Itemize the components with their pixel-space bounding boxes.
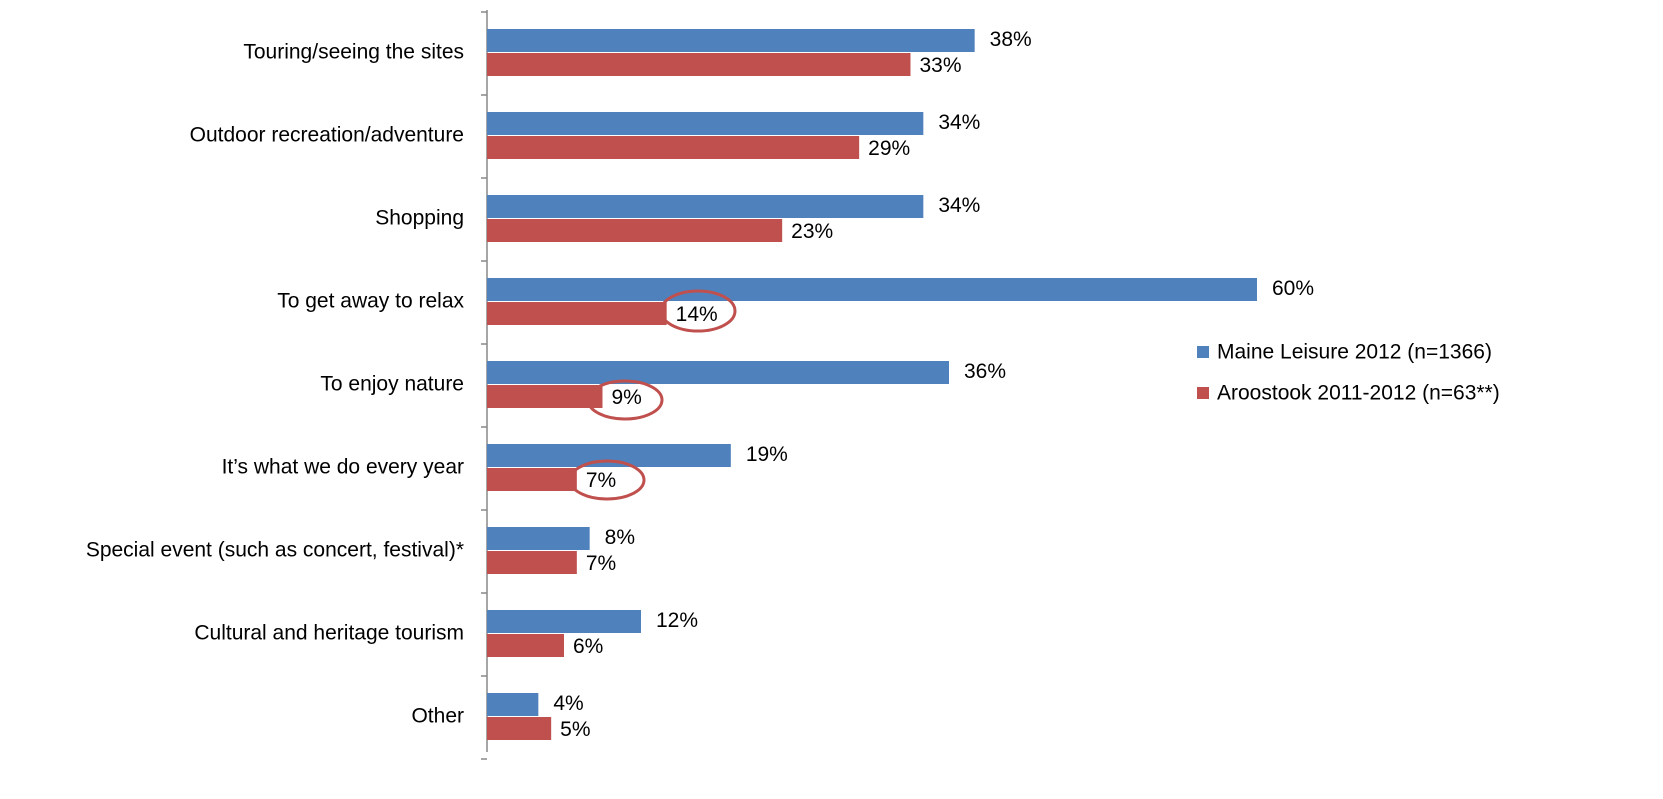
- bar: [487, 29, 975, 52]
- value-label: 8%: [605, 526, 635, 549]
- category-label: It’s what we do every year: [222, 456, 464, 479]
- bar: [487, 527, 590, 550]
- value-label: 34%: [938, 111, 980, 134]
- category-label: Shopping: [375, 207, 464, 230]
- value-label: 19%: [746, 443, 788, 466]
- category-label: To enjoy nature: [320, 373, 464, 396]
- bar: [487, 112, 924, 135]
- bar: [487, 468, 577, 491]
- value-label: 29%: [868, 137, 910, 160]
- category-label: Other: [411, 705, 464, 728]
- bar: [487, 551, 577, 574]
- value-label: 6%: [573, 635, 603, 658]
- bar: [487, 444, 731, 467]
- bar: [487, 278, 1257, 301]
- value-label: 33%: [920, 54, 962, 77]
- category-label: Outdoor recreation/adventure: [190, 124, 464, 147]
- legend-swatch: [1197, 387, 1209, 399]
- category-label: Cultural and heritage tourism: [194, 622, 464, 645]
- bar: [487, 693, 539, 716]
- value-label: 23%: [791, 220, 833, 243]
- bar: [487, 53, 911, 76]
- value-label: 7%: [586, 469, 616, 492]
- value-label: 4%: [553, 692, 583, 715]
- value-label: 14%: [676, 303, 718, 326]
- value-label: 9%: [612, 386, 642, 409]
- bar: [487, 634, 564, 657]
- bar: [487, 195, 924, 218]
- category-label: Touring/seeing the sites: [243, 41, 464, 64]
- bar: [487, 717, 552, 740]
- value-label: 34%: [938, 194, 980, 217]
- legend-swatch: [1197, 346, 1209, 358]
- bar: [487, 219, 783, 242]
- bar: [487, 302, 667, 325]
- category-label: To get away to relax: [277, 290, 464, 313]
- category-label: Special event (such as concert, festival…: [86, 539, 464, 562]
- value-label: 60%: [1272, 277, 1314, 300]
- value-label: 7%: [586, 552, 616, 575]
- bar: [487, 361, 949, 384]
- plot: Touring/seeing the sites Outdoor recreati…: [86, 11, 1500, 760]
- value-label: 36%: [964, 360, 1006, 383]
- legend-label: Aroostook 2011-2012 (n=63**): [1217, 382, 1500, 405]
- highlight-circle: [659, 289, 737, 333]
- value-label: 38%: [990, 28, 1032, 51]
- bar: [487, 136, 860, 159]
- bar: [487, 610, 641, 633]
- highlight-circle: [586, 379, 664, 421]
- legend-label: Maine Leisure 2012 (n=1366): [1217, 341, 1492, 364]
- value-label: 12%: [656, 609, 698, 632]
- value-label: 5%: [560, 718, 590, 741]
- bar: [487, 385, 603, 408]
- highlight-circle: [568, 459, 646, 501]
